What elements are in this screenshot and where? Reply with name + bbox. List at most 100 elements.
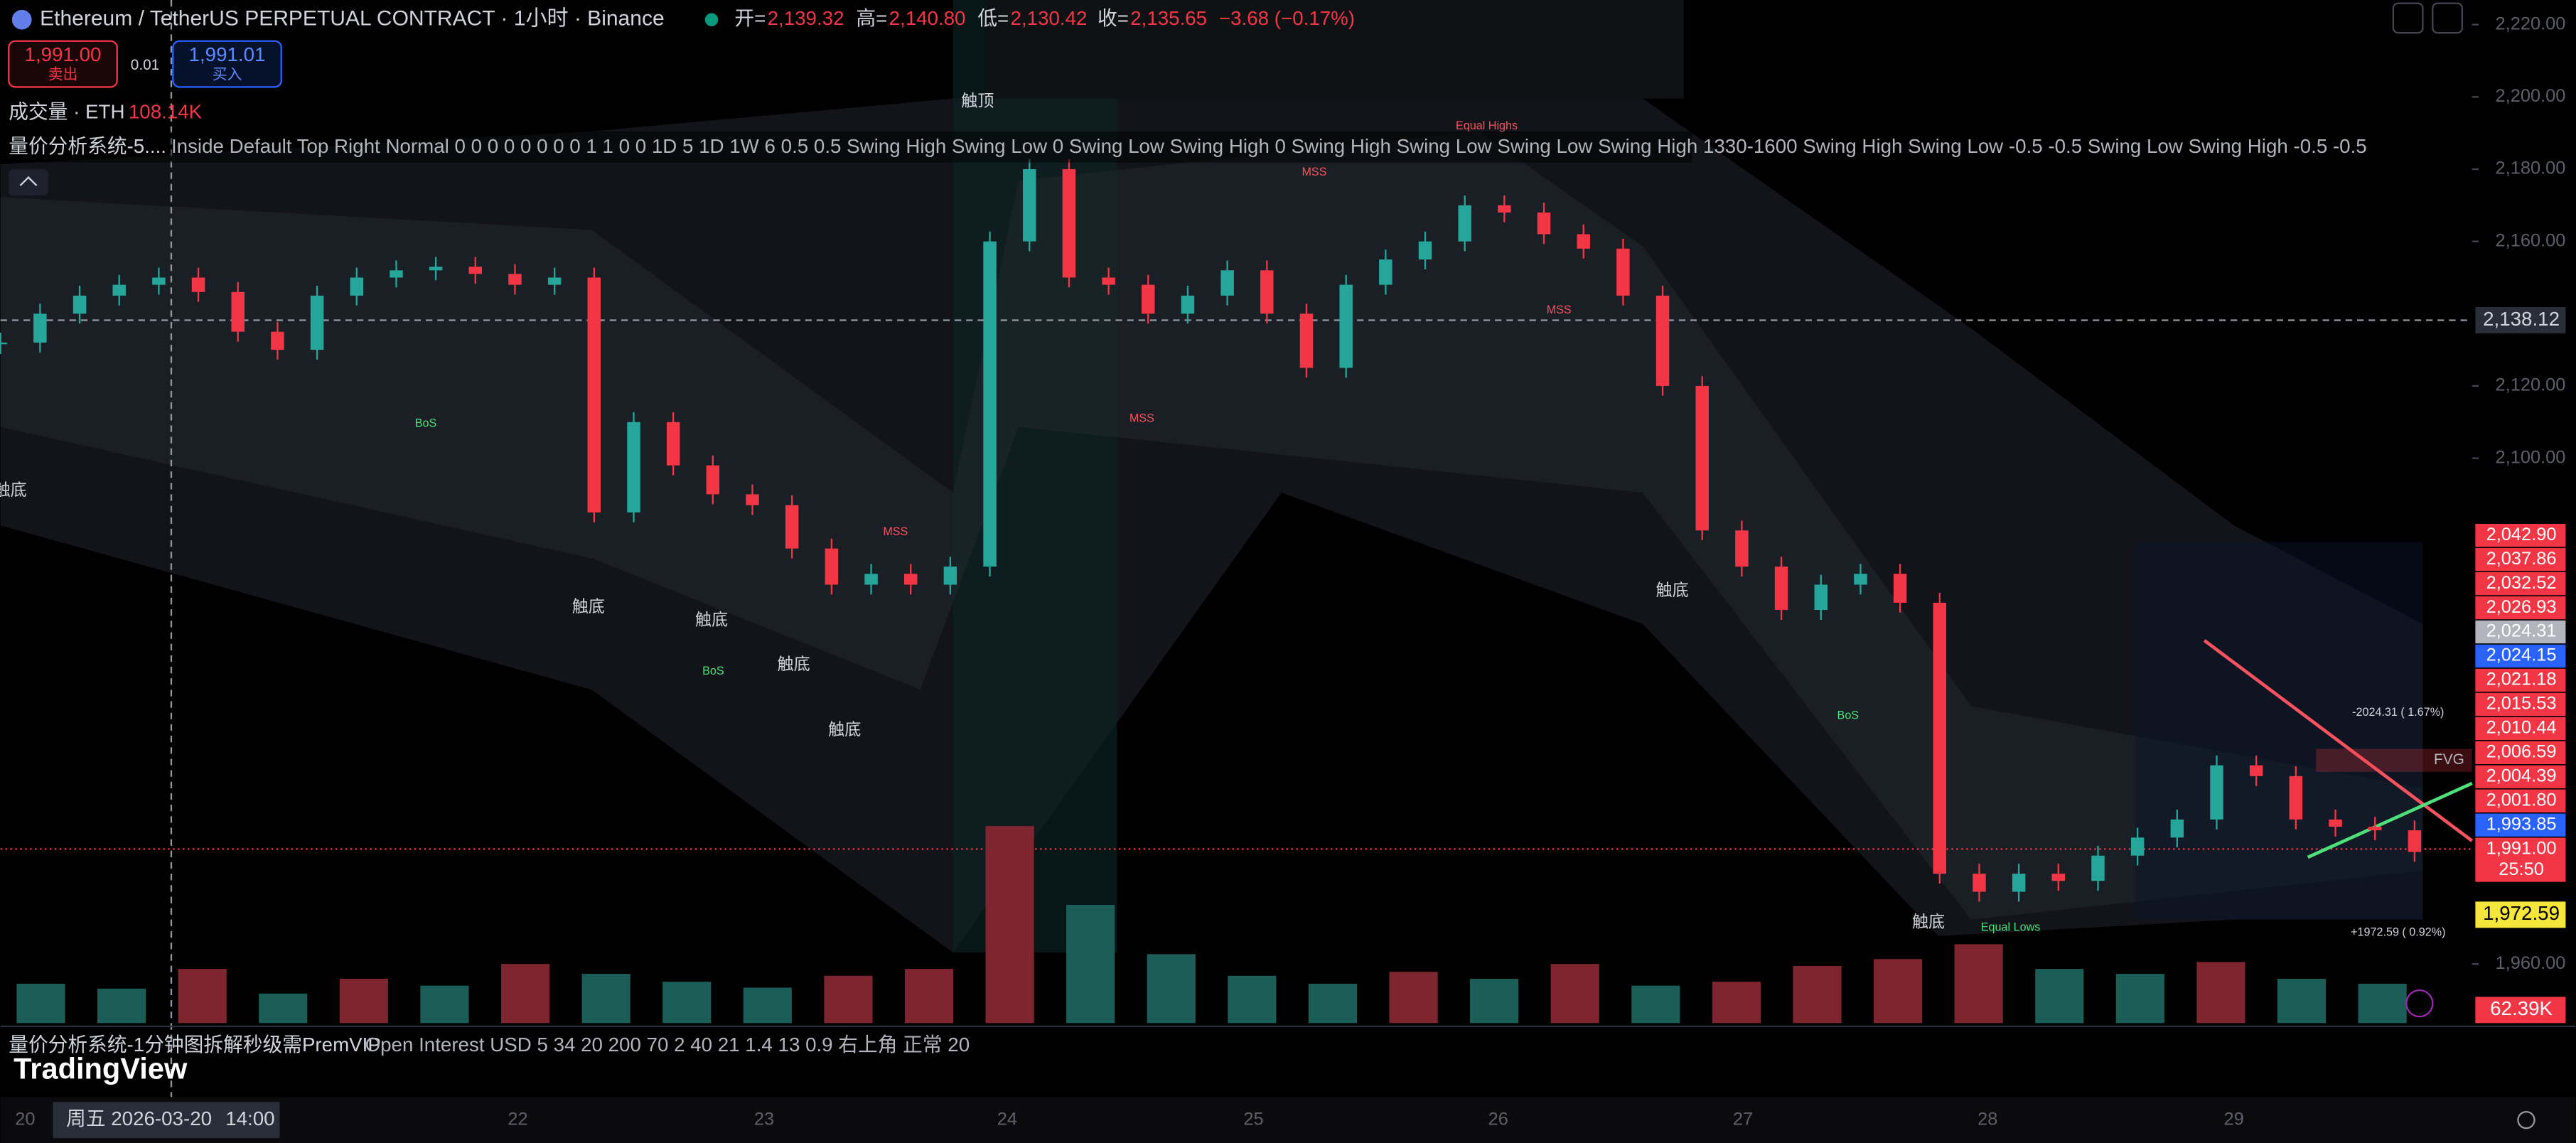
y-tick-label: 2,220.00 bbox=[2496, 14, 2566, 33]
price-tag-text: 2,010.44 bbox=[2486, 718, 2557, 738]
y-tick-label: 2,100.00 bbox=[2496, 447, 2566, 467]
candle bbox=[1735, 530, 1749, 567]
ohlc-value: 2,130.42 bbox=[1011, 7, 1088, 29]
volume-bar bbox=[1308, 983, 1358, 1024]
price-tag-text: 2,026.93 bbox=[2486, 597, 2557, 617]
bottom-indicator-name[interactable]: 量价分析系统-1分钟图拆解秒级需PremVIP bbox=[9, 1034, 381, 1056]
x-tick-label: 26 bbox=[1488, 1109, 1508, 1129]
collapse-button[interactable] bbox=[9, 168, 48, 195]
price-tag-text: 2,006.59 bbox=[2486, 742, 2557, 762]
volume-bar bbox=[985, 826, 1034, 1024]
mss-label: MSS bbox=[1302, 166, 1326, 178]
candle bbox=[2130, 837, 2145, 856]
low-tag bbox=[2475, 901, 2566, 928]
annotation: 触底 bbox=[1656, 581, 1689, 599]
legend-bg bbox=[0, 131, 1692, 163]
volume-bar bbox=[1550, 964, 1599, 1024]
price-tag bbox=[2475, 837, 2566, 861]
crosshair-time: 14:00 bbox=[225, 1107, 274, 1129]
annotation: 触底 bbox=[695, 610, 728, 628]
candle bbox=[903, 574, 918, 585]
sell-button[interactable] bbox=[8, 40, 118, 88]
fullscreen-button[interactable] bbox=[2432, 2, 2464, 34]
buy-button[interactable] bbox=[172, 40, 282, 88]
candle bbox=[1616, 248, 1630, 296]
y-tick-label: 2,180.00 bbox=[2496, 159, 2566, 178]
bands bbox=[0, 0, 2423, 953]
volume-bar bbox=[1470, 978, 1519, 1024]
price-tag-text: 2,024.31 bbox=[2486, 621, 2557, 641]
symbol-title[interactable]: Ethereum / TetherUS PERPETUAL CONTRACT ·… bbox=[40, 7, 665, 31]
candle bbox=[2329, 819, 2342, 827]
price-tag-text: 2,001.80 bbox=[2486, 790, 2557, 810]
volume-bar bbox=[1147, 954, 1196, 1024]
settings-button[interactable] bbox=[2517, 1110, 2535, 1129]
status-dot bbox=[704, 13, 719, 26]
candle bbox=[33, 313, 47, 343]
candle bbox=[73, 295, 87, 314]
mss-label: MSS bbox=[883, 525, 908, 538]
price-tag-text: 2,021.18 bbox=[2486, 670, 2557, 689]
candle bbox=[1102, 277, 1115, 285]
measure-label: +1972.59 ( 0.92%) bbox=[2351, 926, 2445, 939]
volume-bar bbox=[904, 969, 954, 1024]
candle bbox=[310, 295, 324, 350]
x-tick-label: 28 bbox=[1977, 1109, 1997, 1129]
candle bbox=[1498, 205, 1511, 213]
volume-bar bbox=[1874, 959, 1923, 1024]
candle bbox=[1142, 284, 1155, 314]
candle bbox=[1695, 385, 1709, 531]
candle bbox=[1062, 168, 1076, 278]
candle bbox=[1260, 270, 1274, 314]
volume-legend-value: 108.14K bbox=[129, 101, 203, 123]
volume-bar bbox=[178, 969, 227, 1024]
candle bbox=[508, 274, 522, 285]
volume-legend: 成交量 · ETH bbox=[9, 101, 124, 123]
candle bbox=[627, 422, 640, 513]
countdown-tag bbox=[2475, 859, 2566, 882]
download-button[interactable] bbox=[2392, 2, 2424, 34]
x-tick-label: 20 bbox=[15, 1109, 35, 1129]
price-tag bbox=[2475, 644, 2566, 668]
price-tag bbox=[2475, 692, 2566, 717]
candle bbox=[390, 270, 403, 278]
price-tag bbox=[2475, 572, 2566, 596]
indicator-name[interactable]: 量价分析系统-5.... bbox=[9, 135, 166, 157]
candle bbox=[1418, 241, 1432, 260]
candle bbox=[2170, 819, 2184, 838]
indicator-params: Inside Default Top Right Normal 0 0 0 0 … bbox=[171, 135, 2367, 157]
candle bbox=[152, 277, 166, 285]
price-tag bbox=[2475, 596, 2566, 620]
price-tag-text: 2,015.53 bbox=[2486, 694, 2557, 714]
price-tag-text: 2,004.39 bbox=[2486, 766, 2557, 786]
x-tick-label: 27 bbox=[1733, 1109, 1753, 1129]
price-tag-text: 1,993.85 bbox=[2486, 814, 2557, 834]
alert-button[interactable] bbox=[2405, 989, 2434, 1018]
price-tag bbox=[2475, 717, 2566, 741]
crosshair-price-tag bbox=[2475, 307, 2566, 333]
volume-bar bbox=[1066, 905, 1115, 1024]
volume-bar bbox=[743, 987, 792, 1024]
price-tag-text: 2,037.86 bbox=[2486, 549, 2557, 569]
volume-bar bbox=[662, 982, 712, 1024]
time-axis-bg bbox=[0, 1097, 2576, 1143]
candles bbox=[0, 159, 2422, 902]
ohlc-value: 2,140.80 bbox=[889, 7, 966, 29]
candle bbox=[1379, 259, 1392, 285]
trend-line bbox=[2307, 781, 2473, 859]
ohlc-change: −3.68 (−0.17%) bbox=[1219, 7, 1355, 29]
candle bbox=[1458, 205, 1471, 242]
fvg-label: FVG bbox=[2434, 751, 2464, 768]
time-axis: 20 22 23 24 25 26 27 28 29 bbox=[15, 1109, 2244, 1129]
volume-bar bbox=[339, 978, 388, 1024]
price-tag-text: 2,024.15 bbox=[2486, 645, 2557, 665]
ohlc-value: 2,135.65 bbox=[1130, 7, 1207, 29]
candle bbox=[1577, 234, 1590, 249]
sell-label: 卖出 bbox=[48, 67, 78, 83]
y-tick-label: 1,960.00 bbox=[2496, 953, 2566, 973]
volume-bar bbox=[2358, 983, 2407, 1024]
candle bbox=[350, 277, 364, 296]
price-tag bbox=[2475, 524, 2566, 547]
volume-bar bbox=[500, 964, 550, 1024]
volume-bar bbox=[1228, 975, 1277, 1024]
